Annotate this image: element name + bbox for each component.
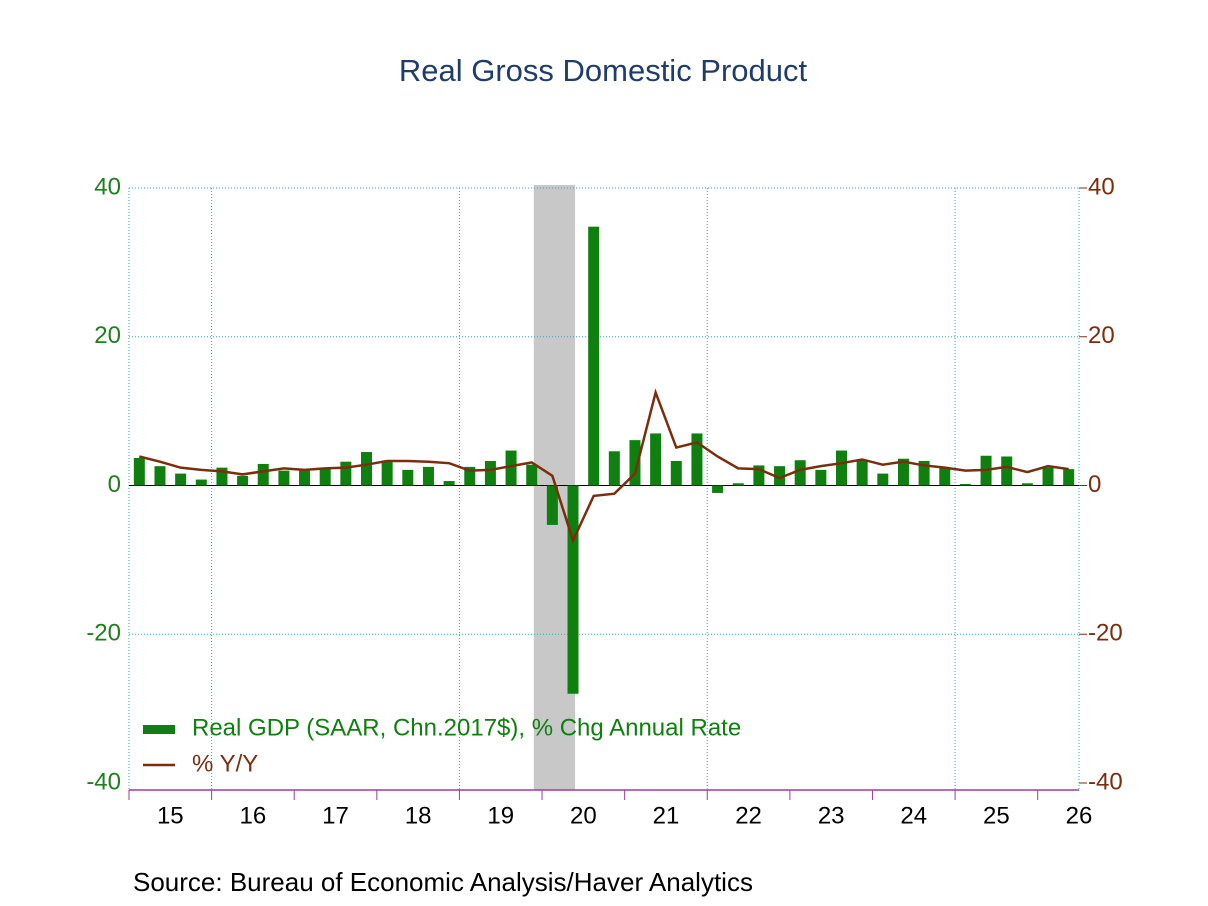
chart-title: Real Gross Domestic Product [399,53,808,88]
x-tick-label: 20 [570,802,597,829]
bar [567,485,579,694]
bar [299,470,311,486]
bar [257,463,269,486]
bar [216,467,228,486]
bar [422,466,434,486]
bar [670,460,682,486]
bar [588,226,600,486]
bar [1021,483,1033,486]
bar [526,464,538,486]
x-tick-label: 26 [1066,802,1093,829]
bar [1042,467,1054,486]
bar [712,485,724,493]
bar [939,467,951,486]
bar [650,433,662,486]
bar [959,484,971,486]
y-tick-label: -20 [86,620,121,647]
bar [546,485,558,525]
y2-tick-label: -20 [1088,620,1123,647]
bar [340,461,352,486]
y2-tick-label: -40 [1088,768,1123,795]
bar [195,479,207,486]
x-tick-label: 16 [240,802,267,829]
bar [815,469,827,486]
bar [443,481,455,486]
bar [381,460,393,486]
x-tick-label: 24 [900,802,927,829]
bar [237,475,249,486]
y-tick-label: -40 [86,768,121,795]
bar [691,433,703,486]
y-tick-label: 40 [94,173,121,200]
x-tick-label: 17 [322,802,349,829]
x-tick-label: 23 [818,802,845,829]
bar [505,450,517,486]
y-tick-label: 0 [108,471,121,498]
x-tick-label: 18 [405,802,432,829]
bar [154,466,166,486]
bar [484,460,496,486]
legend-label: Real GDP (SAAR, Chn.2017$), % Chg Annual… [192,714,741,741]
x-tick-label: 22 [735,802,762,829]
y2-tick-label: 40 [1088,173,1115,200]
y2-tick-label: 20 [1088,322,1115,349]
y-tick-label: 20 [94,322,121,349]
bar [897,458,909,486]
bar [608,451,620,486]
bar [836,450,847,486]
x-tick-label: 25 [983,802,1010,829]
source-note: Source: Bureau of Economic Analysis/Have… [133,867,753,897]
legend-label: % Y/Y [192,750,258,777]
bar [133,457,145,486]
bar [464,466,476,486]
y2-tick-label: 0 [1088,471,1101,498]
bar [175,473,187,486]
bar [361,452,372,486]
bar [732,483,744,486]
x-tick-label: 19 [487,802,514,829]
line [139,388,1069,544]
x-tick-label: 15 [157,802,184,829]
bar [753,465,765,486]
bar [1063,469,1075,486]
bar [794,460,806,486]
bar [856,460,868,486]
bar [629,440,641,486]
legend-swatch [143,725,175,734]
bar [774,466,786,486]
x-tick-label: 21 [653,802,680,829]
bar [319,468,331,486]
bar [918,460,930,486]
bar [877,473,889,486]
bar [278,470,290,486]
bar [1001,456,1013,486]
bar [402,469,414,486]
